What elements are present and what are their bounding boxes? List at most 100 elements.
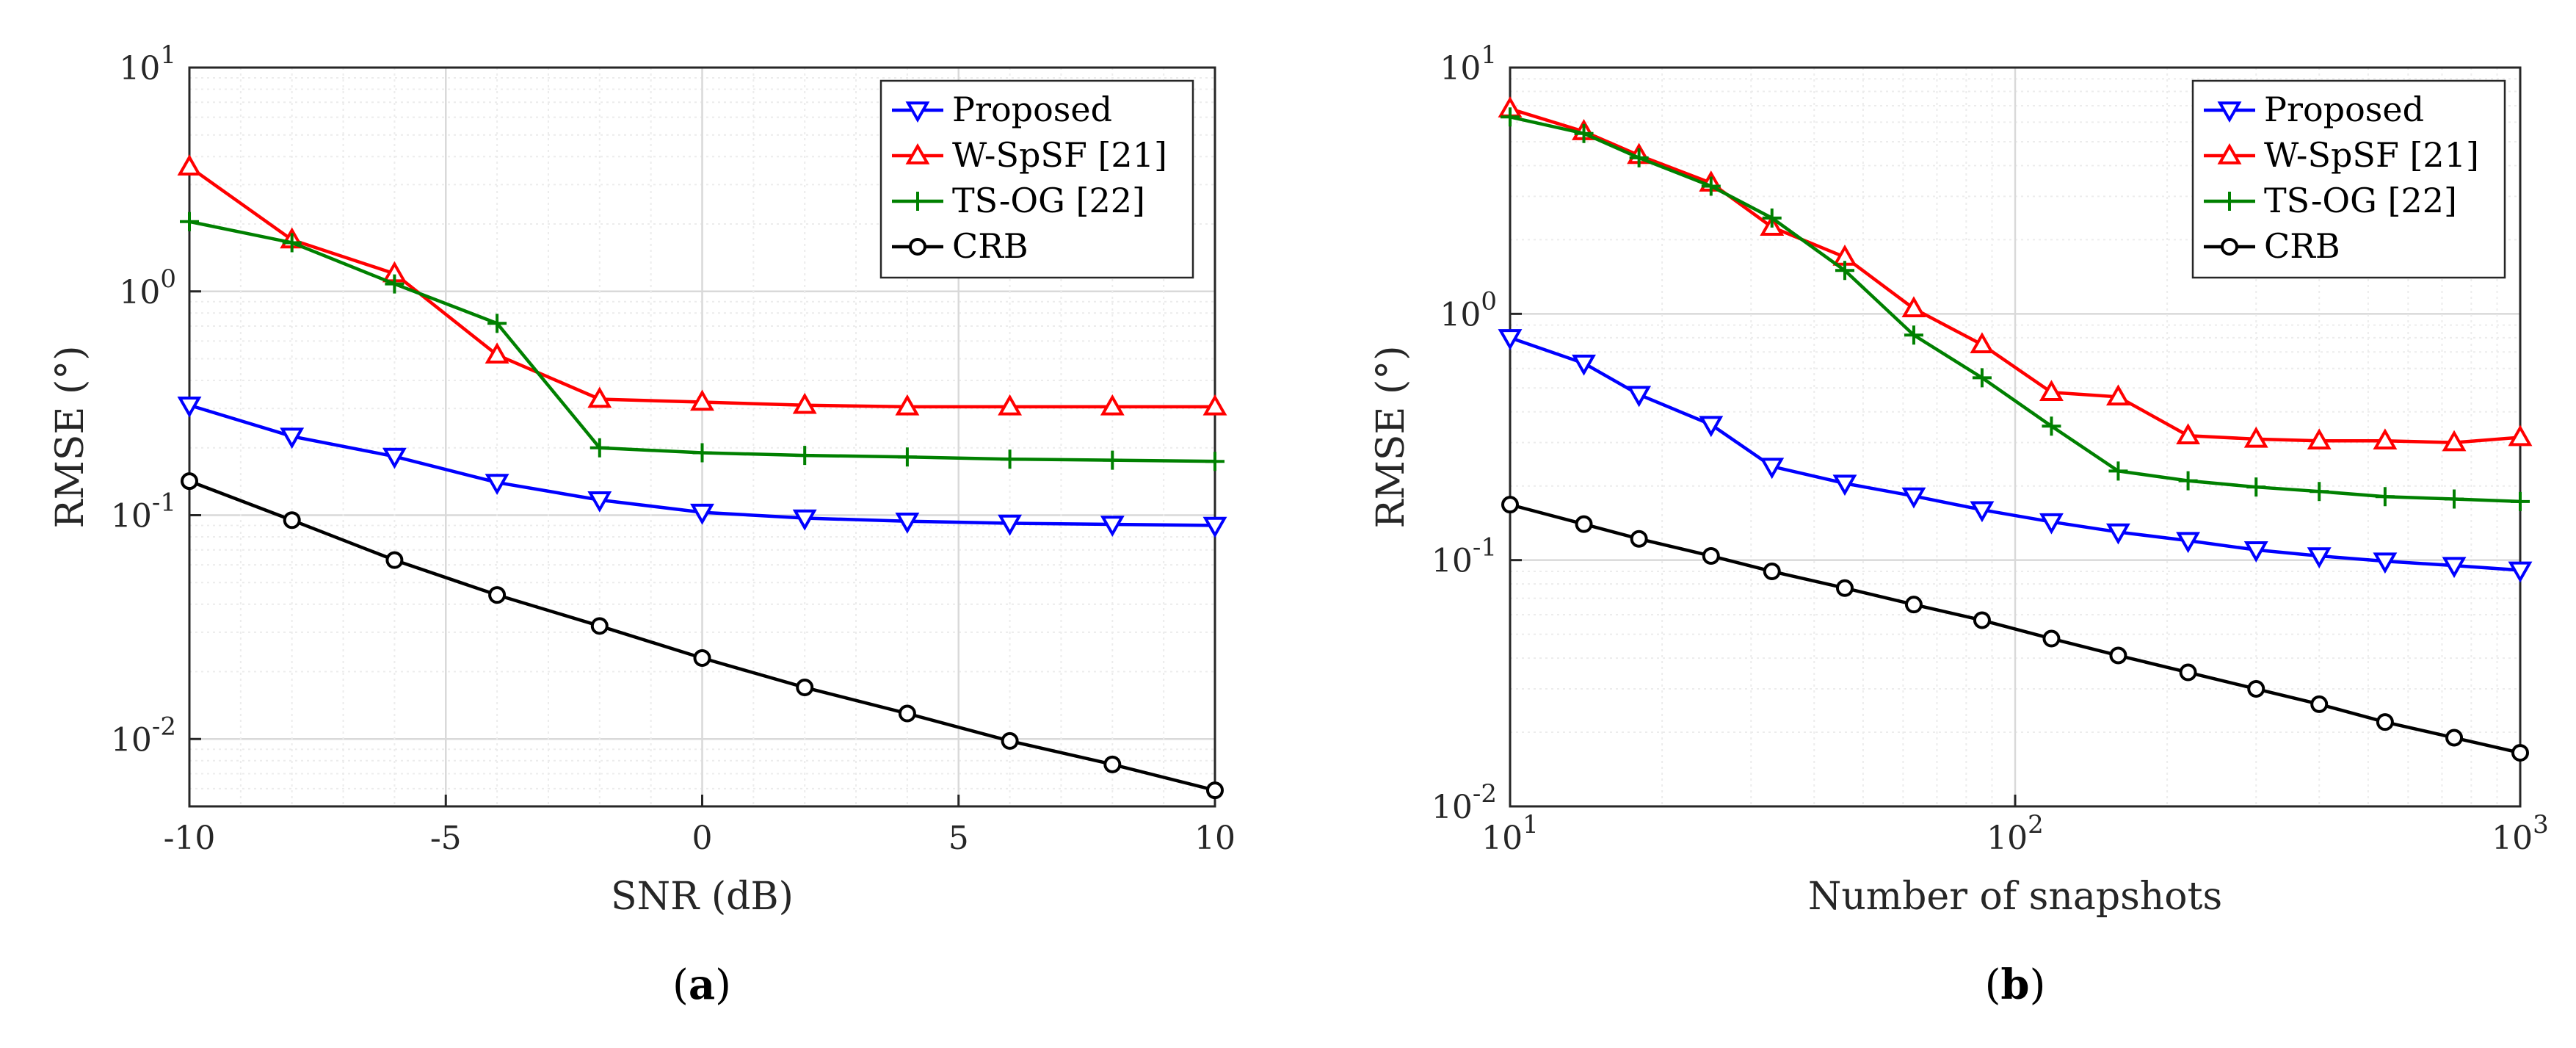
- data-point-tsog: [1629, 148, 1649, 167]
- data-point-crb: [1501, 496, 1519, 514]
- data-point-proposed: [1832, 474, 1857, 496]
- data-point-tsog: [1762, 208, 1782, 228]
- data-point-wspsf: [2105, 384, 2130, 406]
- data-point-tsog: [1972, 368, 1992, 388]
- data-point-wspsf: [690, 389, 714, 411]
- data-point-proposed: [2508, 561, 2533, 583]
- data-point-proposed: [1572, 354, 1596, 376]
- data-point-proposed: [998, 514, 1023, 536]
- data-point-crb: [1835, 579, 1854, 597]
- data-point-proposed: [2039, 513, 2064, 535]
- x-tick-label: 102: [1987, 810, 2044, 857]
- series-wspsf: [177, 154, 1227, 416]
- data-point-crb: [181, 472, 198, 491]
- data-point-crb: [2179, 663, 2197, 682]
- data-point-crb: [590, 617, 609, 635]
- x-tick-label: 10: [1194, 820, 1236, 857]
- data-point-tsog: [2375, 487, 2395, 507]
- legend-label-wspsf: W-SpSF [21]: [2264, 135, 2479, 175]
- data-point-proposed: [690, 503, 714, 525]
- legend-label-tsog: TS-OG [22]: [952, 181, 1145, 220]
- legend-box: [2191, 79, 2506, 279]
- data-point-tsog: [2108, 461, 2128, 481]
- data-point-crb: [2310, 695, 2329, 713]
- data-point-tsog: [897, 447, 917, 467]
- panel-caption: (a): [672, 961, 731, 1009]
- series-crb: [1501, 496, 2529, 762]
- data-point-tsog: [1701, 176, 1721, 196]
- x-tick-label: 0: [692, 820, 713, 857]
- legend: Proposed W-SpSF [21] TS-OG [22] CRB: [2191, 79, 2506, 279]
- legend-marker-crb: [2221, 238, 2238, 256]
- data-point-proposed: [1202, 516, 1227, 538]
- legend-label-proposed: Proposed: [2264, 90, 2424, 129]
- data-point-tsog: [2178, 471, 2198, 491]
- data-point-wspsf: [2243, 426, 2268, 448]
- data-point-proposed: [1901, 487, 1926, 509]
- data-point-tsog: [2246, 477, 2266, 497]
- legend-label-crb: CRB: [2264, 226, 2340, 266]
- y-tick-label: 100: [119, 264, 176, 311]
- legend-marker-tsog: [908, 192, 927, 211]
- data-point-proposed: [1699, 416, 1724, 438]
- data-point-crb: [1702, 546, 1720, 565]
- series-crb: [181, 472, 1224, 800]
- legend-label-crb: CRB: [952, 226, 1028, 266]
- data-point-tsog: [282, 233, 302, 253]
- data-point-crb: [1904, 596, 1923, 614]
- data-point-crb: [283, 511, 301, 530]
- y-tick-label: 10-1: [111, 488, 176, 535]
- data-point-tsog: [1835, 261, 1854, 281]
- data-point-wspsf: [792, 392, 817, 414]
- series-proposed: [177, 397, 1227, 538]
- series-line-crb: [1509, 502, 2521, 755]
- data-point-proposed: [2442, 557, 2467, 579]
- data-point-crb: [488, 586, 507, 604]
- data-point-crb: [385, 551, 404, 569]
- x-tick-label: 5: [948, 820, 969, 857]
- y-tick-label: 100: [1440, 286, 1497, 333]
- legend-box: [879, 79, 1194, 279]
- series-line-proposed: [1509, 336, 2521, 572]
- data-point-tsog: [1574, 123, 1594, 143]
- data-point-proposed: [895, 512, 920, 534]
- series-proposed: [1498, 329, 2533, 583]
- data-point-crb: [2109, 646, 2127, 665]
- data-point-crb: [2445, 729, 2464, 747]
- y-tick-label: 101: [1440, 40, 1497, 87]
- x-tick-label: 103: [2492, 810, 2549, 857]
- legend-marker-wspsf: [2217, 142, 2242, 165]
- data-point-tsog: [1501, 107, 1520, 127]
- data-point-crb: [1575, 515, 1593, 533]
- data-point-crb: [898, 704, 916, 723]
- data-point-wspsf: [895, 394, 920, 416]
- data-point-tsog: [1904, 325, 1923, 345]
- data-point-proposed: [2176, 532, 2201, 554]
- data-point-crb: [1763, 563, 1781, 581]
- x-tick-label: -5: [430, 820, 462, 857]
- data-point-wspsf: [1970, 332, 1995, 353]
- data-point-wspsf: [2307, 428, 2332, 450]
- y-tick-label: 10-2: [111, 712, 176, 759]
- data-point-proposed: [792, 509, 817, 531]
- data-point-proposed: [177, 397, 202, 418]
- legend-label-tsog: TS-OG [22]: [2264, 181, 2457, 220]
- legend-marker-tsog: [2220, 192, 2239, 211]
- data-point-wspsf: [2373, 428, 2398, 450]
- data-point-wspsf: [2442, 430, 2467, 452]
- legend-marker-wspsf: [905, 142, 930, 165]
- data-point-crb: [693, 649, 711, 668]
- x-axis-label: SNR (dB): [611, 875, 794, 919]
- data-point-proposed: [1498, 329, 1523, 350]
- data-point-crb: [1206, 781, 1224, 800]
- data-point-tsog: [2511, 491, 2530, 511]
- legend-label-wspsf: W-SpSF [21]: [952, 135, 1167, 175]
- data-point-wspsf: [1100, 394, 1125, 416]
- data-point-proposed: [587, 491, 612, 513]
- data-point-proposed: [2373, 552, 2398, 574]
- series-tsog: [1501, 107, 2530, 511]
- data-point-crb: [1001, 731, 1019, 750]
- data-point-proposed: [485, 474, 509, 496]
- data-point-tsog: [1103, 450, 1122, 470]
